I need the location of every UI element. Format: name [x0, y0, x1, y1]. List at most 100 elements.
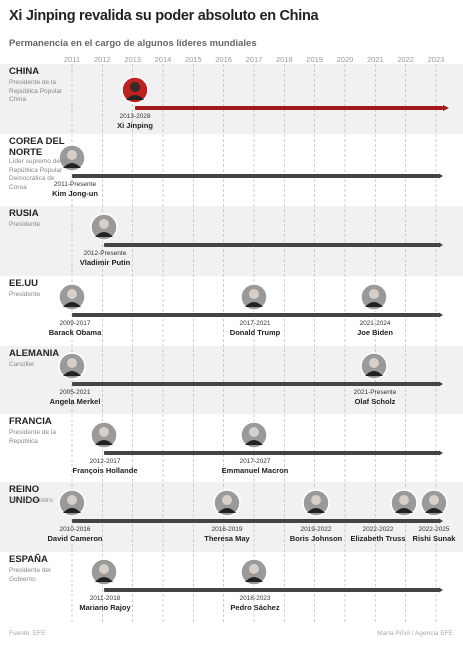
country-name: COREA DEL NORTE — [9, 136, 65, 158]
leader-name: Joe Biden — [357, 328, 393, 337]
leader-period: 2005-2021 — [59, 389, 91, 396]
leader-name: Barack Obama — [48, 328, 102, 337]
year-label: 2019 — [306, 55, 323, 64]
country-role: Presidente de la República — [9, 429, 56, 445]
photo-head — [222, 495, 232, 505]
year-label: 2014 — [154, 55, 172, 64]
tenure-bar — [104, 588, 440, 592]
leader-name: Donald Trump — [229, 328, 281, 337]
title: Xi Jinping revalida su poder absoluto en… — [9, 8, 319, 24]
year-label: 2018 — [275, 55, 293, 64]
leader-name: Olaf Scholz — [354, 397, 396, 406]
leader-period: 2016-2019 — [211, 526, 243, 533]
photo-body — [218, 508, 236, 513]
leader-period: 2019-2022 — [300, 526, 332, 533]
leader-name: Vladimir Putin — [79, 258, 131, 267]
leader-name: Boris Johnson — [289, 534, 343, 543]
tenure-bar — [72, 382, 440, 386]
photo-head — [399, 495, 409, 505]
leader-name: Kim Jong-un — [52, 189, 98, 198]
photo-head — [311, 495, 321, 505]
subtitle: Permanencia en el cargo de algunos líder… — [9, 38, 257, 49]
country-name: RUSIA — [9, 208, 39, 219]
leader-name: Theresa May — [204, 534, 250, 543]
leader-period: 2021-Presente — [353, 389, 397, 396]
leader-period: 2017-2021 — [239, 320, 271, 327]
country-name: EE.UU — [9, 278, 39, 289]
year-label: 2016 — [215, 55, 232, 64]
year-label: 2017 — [245, 55, 263, 64]
leader-name: Rishi Sunak — [412, 534, 456, 543]
year-label: 2020 — [336, 55, 354, 64]
photo-head — [67, 495, 77, 505]
leader-period: 2017-2027 — [239, 458, 271, 465]
leader-period: 2022-2022 — [362, 526, 394, 533]
photo-body — [126, 95, 144, 100]
year-label: 2022 — [397, 55, 414, 64]
photo-head — [99, 427, 109, 437]
photo-body — [365, 302, 383, 307]
photo-head — [369, 358, 379, 368]
country-name: REINO UNIDO — [9, 484, 40, 506]
tenure-bar — [104, 243, 440, 247]
tenure-bar — [72, 174, 440, 178]
country-role: Líder supremo de la República Popular De… — [9, 158, 67, 191]
row-band — [0, 64, 463, 134]
source: Fuente: EFE — [9, 630, 46, 637]
credit: Marta Piñol / Agencia EFE — [377, 630, 453, 637]
photo-body — [63, 508, 81, 513]
photo-head — [249, 289, 259, 299]
photo-body — [95, 232, 113, 237]
country-name: ALEMANIA — [9, 348, 60, 359]
leader-period: 2021-2024 — [359, 320, 391, 327]
country-role: Primer ministro — [9, 497, 53, 504]
country-role: Canciller — [9, 361, 35, 368]
tenure-bar — [104, 451, 440, 455]
photo-body — [95, 440, 113, 445]
year-label: 2011 — [63, 55, 81, 64]
bar-arrow — [439, 381, 443, 387]
bar-arrow — [439, 173, 443, 179]
photo-head — [99, 219, 109, 229]
leader-name: Mariano Rajoy — [79, 603, 131, 612]
photo-head — [130, 82, 140, 92]
leader-period: 2011-2018 — [89, 595, 121, 602]
country-name: FRANCIA — [9, 416, 52, 427]
photo-body — [307, 508, 325, 513]
year-label: 2015 — [184, 55, 202, 64]
country-role: Presidente — [9, 221, 41, 228]
leader-period: 2012-Presente — [83, 250, 127, 257]
leader-name: Xi Jinping — [117, 121, 153, 130]
photo-head — [67, 289, 77, 299]
leader-period: 2009-2017 — [59, 320, 91, 327]
leader-name: Emmanuel Macron — [221, 466, 289, 475]
bar-arrow — [439, 242, 443, 248]
leader-period: 2018-2023 — [239, 595, 271, 602]
country-role: Presidente — [9, 291, 41, 298]
leader-period: 2010-2016 — [59, 526, 91, 533]
photo-head — [67, 150, 77, 160]
photo-body — [245, 577, 263, 582]
photo-head — [369, 289, 379, 299]
photo-body — [95, 577, 113, 582]
leader-period: 2022-2025 — [418, 526, 450, 533]
country-role: Presidente del Gobierno — [9, 567, 51, 583]
leader-period: 2013-2028 — [119, 113, 151, 120]
photo-head — [429, 495, 439, 505]
country-role: Presidente de la República Popular China — [9, 79, 63, 103]
leader-period: 2011-Presente — [53, 181, 97, 188]
tenure-bar — [72, 313, 440, 317]
year-label: 2021 — [366, 55, 384, 64]
photo-body — [395, 508, 413, 513]
photo-head — [67, 358, 77, 368]
bar-arrow — [443, 105, 449, 111]
row-band — [0, 206, 463, 276]
photo-body — [63, 163, 81, 168]
bar-arrow — [439, 518, 443, 524]
leader-name: Angela Merkel — [49, 397, 101, 406]
bar-arrow — [439, 312, 443, 318]
photo-body — [63, 371, 81, 376]
photo-body — [63, 302, 81, 307]
leader-period: 2012-2017 — [89, 458, 121, 465]
